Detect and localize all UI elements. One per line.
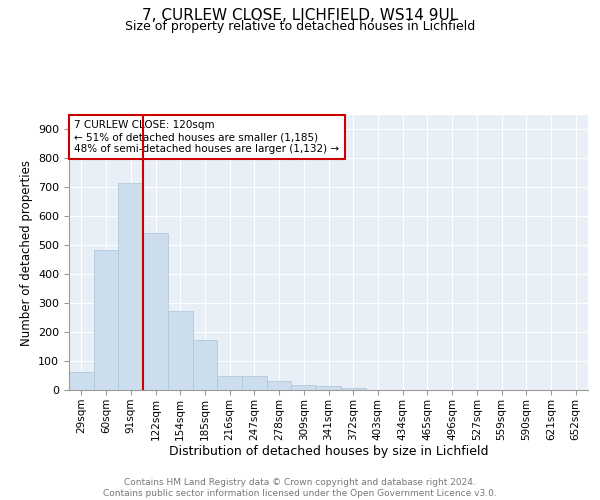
Text: Size of property relative to detached houses in Lichfield: Size of property relative to detached ho… <box>125 20 475 33</box>
Bar <box>292 385 316 390</box>
Bar <box>341 388 365 390</box>
Text: 7 CURLEW CLOSE: 120sqm
← 51% of detached houses are smaller (1,185)
48% of semi-: 7 CURLEW CLOSE: 120sqm ← 51% of detached… <box>74 120 340 154</box>
Bar <box>267 382 292 390</box>
Bar <box>69 372 94 390</box>
Text: Contains HM Land Registry data © Crown copyright and database right 2024.
Contai: Contains HM Land Registry data © Crown c… <box>103 478 497 498</box>
Text: 7, CURLEW CLOSE, LICHFIELD, WS14 9UL: 7, CURLEW CLOSE, LICHFIELD, WS14 9UL <box>142 8 458 22</box>
Bar <box>193 340 217 390</box>
Bar <box>168 312 193 390</box>
X-axis label: Distribution of detached houses by size in Lichfield: Distribution of detached houses by size … <box>169 446 488 458</box>
Bar <box>94 250 118 390</box>
Y-axis label: Number of detached properties: Number of detached properties <box>20 160 32 346</box>
Bar <box>316 386 341 390</box>
Bar <box>118 182 143 390</box>
Bar <box>143 233 168 390</box>
Bar <box>217 376 242 390</box>
Bar <box>242 376 267 390</box>
